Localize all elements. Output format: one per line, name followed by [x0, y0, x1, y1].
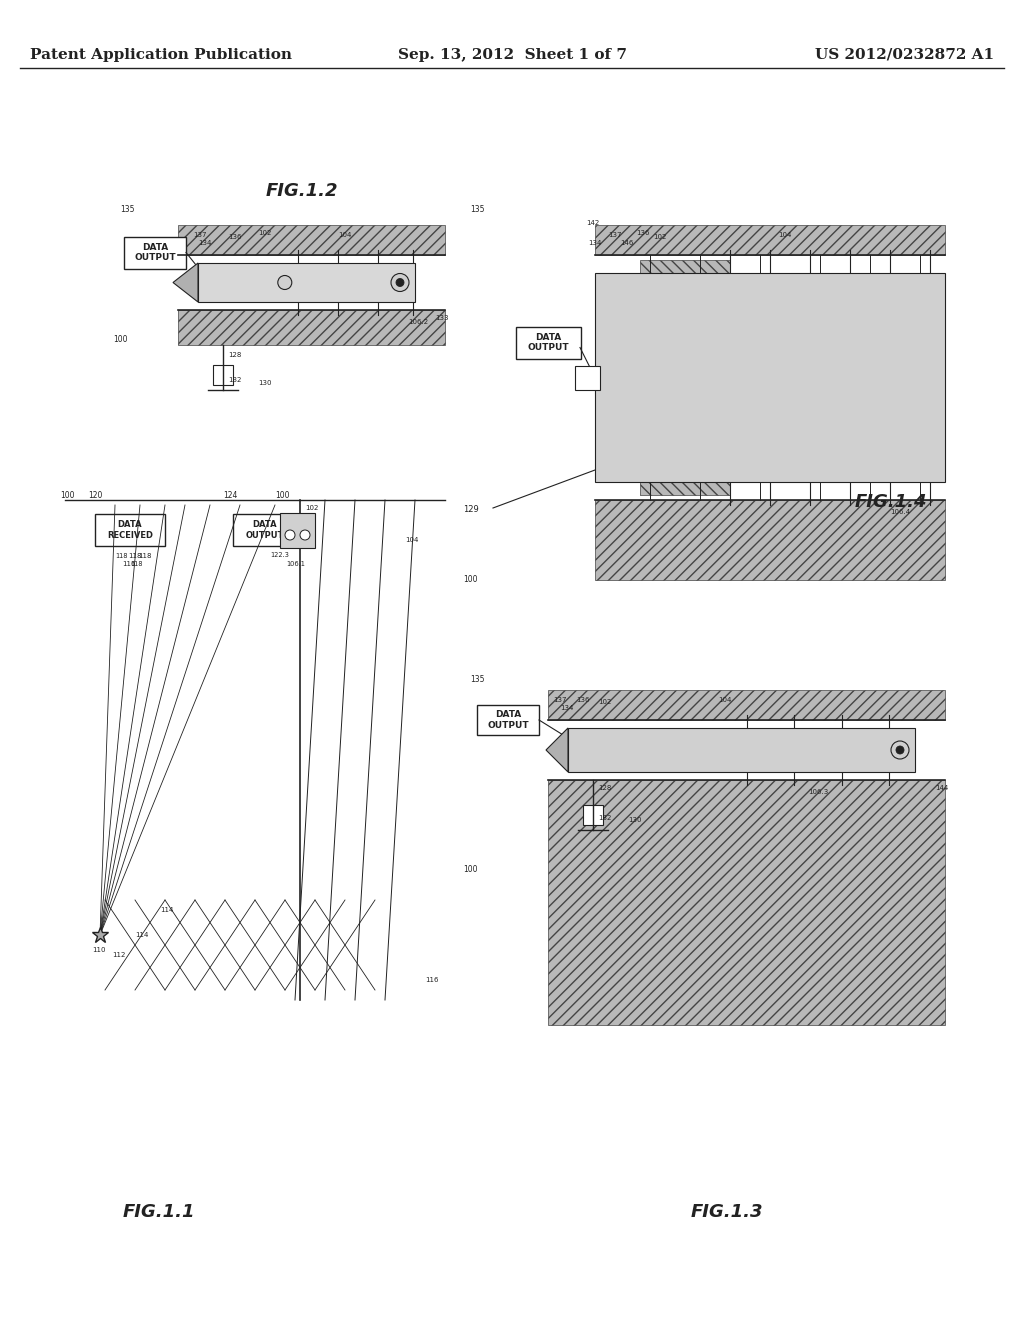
Text: 104: 104: [406, 537, 419, 543]
Text: 122.3: 122.3: [270, 552, 289, 558]
Text: 136: 136: [575, 697, 590, 704]
Text: 100: 100: [463, 576, 477, 585]
Text: 133: 133: [435, 315, 449, 321]
Bar: [583, 805, 603, 825]
Text: Patent Application Publication: Patent Application Publication: [30, 48, 292, 62]
Polygon shape: [546, 729, 568, 772]
Bar: [595, 273, 945, 482]
Text: 102: 102: [305, 506, 318, 511]
Text: 104: 104: [338, 232, 351, 238]
Text: DATA
OUTPUT: DATA OUTPUT: [527, 333, 568, 352]
Text: 110: 110: [92, 946, 105, 953]
Text: DATA
OUTPUT: DATA OUTPUT: [134, 243, 176, 263]
Bar: [178, 224, 445, 255]
Bar: [477, 705, 539, 735]
Text: 130: 130: [258, 380, 271, 385]
Text: DATA
OUTPUT: DATA OUTPUT: [487, 710, 528, 730]
Text: Sep. 13, 2012  Sheet 1 of 7: Sep. 13, 2012 Sheet 1 of 7: [397, 48, 627, 62]
Text: 132: 132: [228, 378, 242, 383]
Bar: [568, 729, 915, 772]
Text: 137: 137: [553, 697, 566, 704]
Bar: [213, 366, 233, 385]
Text: FIG.1.1: FIG.1.1: [123, 1203, 195, 1221]
Text: 100: 100: [113, 335, 128, 345]
Text: 102: 102: [653, 234, 667, 240]
Text: 118: 118: [138, 553, 152, 558]
Text: 134: 134: [198, 240, 211, 246]
Bar: [595, 500, 945, 579]
Text: 137: 137: [608, 232, 622, 238]
Text: FIG.1.3: FIG.1.3: [691, 1203, 763, 1221]
Text: 118: 118: [128, 553, 141, 558]
Text: 132: 132: [598, 814, 611, 821]
Bar: [280, 513, 315, 548]
Text: 128: 128: [228, 352, 242, 358]
Text: 106.4: 106.4: [890, 510, 910, 515]
Text: 134: 134: [588, 240, 601, 246]
Text: 106.3: 106.3: [808, 789, 828, 795]
Text: 100: 100: [275, 491, 290, 500]
Bar: [548, 780, 945, 1026]
Text: 146: 146: [620, 240, 634, 246]
Text: 100: 100: [463, 866, 477, 874]
Text: 144: 144: [935, 785, 948, 791]
Text: 118: 118: [130, 561, 142, 568]
Bar: [124, 236, 186, 268]
Bar: [595, 224, 945, 255]
Text: 118: 118: [115, 553, 128, 558]
Text: 136: 136: [636, 230, 649, 236]
Circle shape: [285, 531, 295, 540]
Text: 106.1: 106.1: [286, 561, 305, 568]
Bar: [232, 513, 298, 546]
Bar: [640, 260, 730, 495]
Text: 120: 120: [88, 491, 102, 500]
Text: US 2012/0232872 A1: US 2012/0232872 A1: [815, 48, 994, 62]
Text: 135: 135: [470, 206, 484, 214]
Text: 129: 129: [463, 506, 479, 515]
Text: 142: 142: [586, 220, 599, 226]
Text: 104: 104: [718, 697, 731, 704]
Text: FIG.1.2: FIG.1.2: [266, 182, 338, 201]
Bar: [515, 326, 581, 359]
Text: 114: 114: [135, 932, 148, 939]
Text: 112: 112: [112, 952, 125, 958]
Circle shape: [391, 273, 409, 292]
Text: 102: 102: [258, 230, 271, 236]
Text: FIG.1.4: FIG.1.4: [855, 492, 927, 511]
Text: 116: 116: [425, 977, 438, 983]
Text: DATA
OUTPUT: DATA OUTPUT: [246, 520, 285, 540]
Polygon shape: [173, 263, 198, 302]
Text: 106.2: 106.2: [408, 319, 428, 325]
Text: 136: 136: [228, 234, 242, 240]
Text: 102: 102: [598, 700, 611, 705]
Circle shape: [396, 279, 404, 286]
Text: 135: 135: [120, 206, 134, 214]
Text: 130: 130: [628, 817, 641, 822]
Text: 128: 128: [598, 785, 611, 791]
Bar: [575, 366, 600, 389]
Circle shape: [278, 276, 292, 289]
Text: 116: 116: [122, 561, 135, 568]
Text: DATA
RECEIVED: DATA RECEIVED: [106, 520, 153, 540]
Bar: [548, 690, 945, 719]
Circle shape: [891, 741, 909, 759]
Text: 104: 104: [778, 232, 792, 238]
Circle shape: [300, 531, 310, 540]
Text: 134: 134: [560, 705, 573, 711]
Text: 100: 100: [60, 491, 75, 499]
Bar: [178, 310, 445, 345]
Circle shape: [896, 746, 904, 754]
Bar: [198, 263, 415, 302]
Text: 137: 137: [193, 232, 207, 238]
Bar: [95, 513, 165, 546]
Text: 124: 124: [223, 491, 238, 500]
Text: 114: 114: [160, 907, 173, 913]
Text: 135: 135: [470, 676, 484, 685]
